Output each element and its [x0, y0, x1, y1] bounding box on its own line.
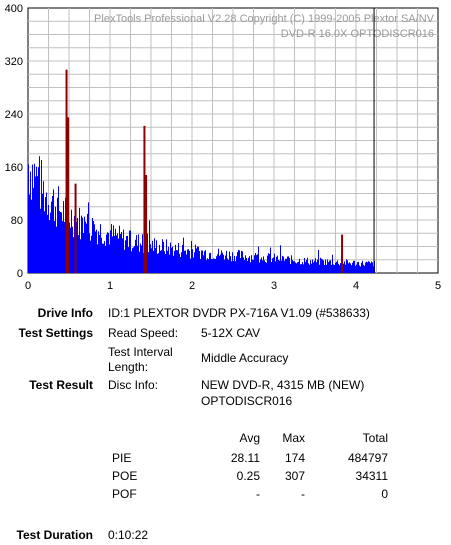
header-line-2: DVD-R 16.0X OPTODISCR016 [281, 28, 434, 40]
test-interval-label-2: Length: [108, 360, 149, 374]
x-tick-label: 2 [189, 280, 195, 292]
stats-row-pof-name: POF [112, 487, 137, 501]
test-interval-label-1: Test Interval [108, 345, 173, 359]
grid-lines [28, 8, 438, 273]
stats-header-total: Total [362, 431, 388, 445]
y-tick-label: 240 [5, 109, 23, 121]
stats-row-pie-total: 484797 [347, 451, 388, 465]
test-duration-label: Test Duration [16, 528, 93, 542]
disc-info-line-1: NEW DVD-R, 4315 MB (NEW) [201, 378, 365, 392]
disc-info-line-2: OPTODISCR016 [201, 394, 293, 408]
stats-row-poe-avg: 0.25 [236, 469, 260, 483]
x-tick-label: 5 [435, 280, 441, 292]
read-speed-label: Read Speed: [108, 326, 179, 340]
x-tick-label: 1 [107, 280, 113, 292]
stats-row-poe-total: 34311 [355, 469, 388, 483]
test-duration-value: 0:10:22 [108, 528, 149, 542]
disc-info-label: Disc Info: [108, 378, 159, 392]
x-tick-labels: 0 1 2 3 4 5 [25, 280, 441, 292]
x-tick-label: 0 [25, 280, 31, 292]
drive-info-label: Drive Info [37, 306, 93, 320]
y-tick-label: 320 [5, 56, 23, 68]
y-tick-label: 80 [11, 215, 23, 227]
stats-row-pie-avg: 28.11 [230, 451, 260, 465]
pie-series [28, 156, 375, 273]
y-tick-label: 160 [5, 162, 23, 174]
pi-scan-chart: PlexTools Professional V2.28 Copyright (… [5, 3, 441, 292]
stats-header-max: Max [282, 431, 305, 445]
test-result-label: Test Result [29, 378, 93, 392]
drive-info-value: ID:1 PLEXTOR DVDR PX-716A V1.09 (#538633… [108, 306, 370, 320]
stats-row-pie-max: 174 [284, 451, 305, 465]
read-speed-value: 5-12X CAV [201, 326, 261, 340]
stats-row-pie-name: PIE [112, 451, 132, 465]
stats-row-poe-name: POE [112, 469, 138, 483]
stats-row-pof-max: - [301, 487, 305, 501]
test-settings-label: Test Settings [18, 326, 93, 340]
x-tick-label: 4 [353, 280, 359, 292]
stats-row-pof-total: 0 [381, 487, 388, 501]
test-interval-value: Middle Accuracy [201, 351, 289, 365]
poe-series [65, 69, 344, 273]
stats-row-poe-max: 307 [284, 469, 305, 483]
stats-row-pof-avg: - [256, 487, 260, 501]
y-tick-labels: 0 80 160 240 320 400 [5, 3, 23, 280]
x-tick-label: 3 [271, 280, 277, 292]
y-tick-label: 400 [5, 3, 23, 15]
y-tick-label: 0 [17, 268, 23, 280]
header-line-1: PlexTools Professional V2.28 Copyright (… [94, 13, 435, 25]
stats-header-avg: Avg [239, 431, 260, 445]
